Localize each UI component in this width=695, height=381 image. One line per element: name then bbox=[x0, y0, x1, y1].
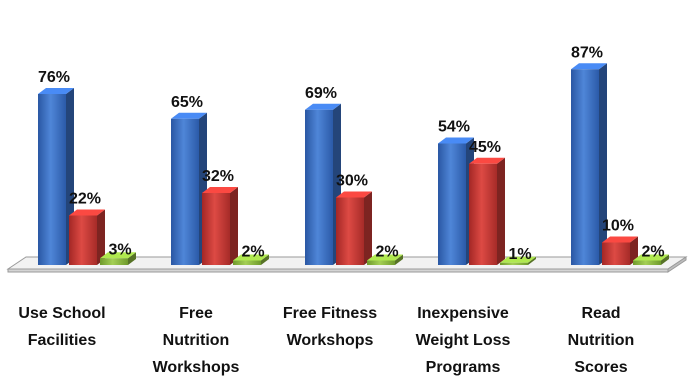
bar-side bbox=[497, 157, 505, 265]
bar-front bbox=[336, 197, 364, 265]
bar-s2-c2 bbox=[367, 254, 403, 265]
bar-s2-c3 bbox=[500, 256, 536, 265]
value-label-s0-c2: 69% bbox=[305, 85, 337, 102]
bar-s0-c0 bbox=[38, 88, 74, 265]
category-label-4: Read Nutrition Scores bbox=[537, 300, 665, 381]
bar-side bbox=[630, 236, 638, 265]
category-label-line: Read bbox=[581, 305, 621, 322]
bar-top bbox=[336, 191, 372, 198]
bar-s0-c1 bbox=[171, 112, 207, 265]
bar-top bbox=[171, 112, 207, 119]
bar-top bbox=[202, 187, 238, 193]
bar-s0-c2 bbox=[305, 103, 341, 265]
value-label-s1-c2: 30% bbox=[336, 173, 368, 190]
bar-top bbox=[38, 88, 74, 94]
bar-side bbox=[97, 209, 105, 265]
bar-top bbox=[100, 252, 136, 259]
value-label-s2-c2: 2% bbox=[375, 244, 398, 261]
bar-top bbox=[69, 209, 105, 216]
category-label-line: Facilities bbox=[27, 332, 97, 349]
category-label-1: Free Nutrition Workshops bbox=[132, 300, 260, 381]
bar-front bbox=[38, 94, 66, 265]
bar-top bbox=[500, 256, 536, 263]
bar-side bbox=[528, 256, 536, 265]
bar-top bbox=[571, 63, 607, 70]
value-label-s2-c0: 3% bbox=[108, 241, 131, 258]
value-label-s1-c4: 10% bbox=[602, 218, 634, 235]
bar-side bbox=[395, 254, 403, 265]
bar-top bbox=[305, 103, 341, 110]
value-label-s2-c4: 2% bbox=[641, 244, 664, 261]
category-label-line: Nutrition bbox=[567, 332, 635, 349]
value-label-s2-c3: 1% bbox=[508, 246, 531, 263]
bar-front bbox=[233, 260, 261, 265]
bar-front bbox=[171, 118, 199, 265]
bar-front bbox=[305, 109, 333, 265]
bar-side bbox=[230, 187, 238, 265]
bar-front bbox=[367, 260, 395, 265]
bar-s2-c4 bbox=[633, 254, 669, 265]
category-label-line: Programs bbox=[425, 359, 501, 376]
bar-s2-c1 bbox=[233, 254, 269, 265]
bar-s1-c3 bbox=[469, 157, 505, 265]
value-label-s2-c1: 2% bbox=[241, 244, 264, 261]
bar-side bbox=[261, 254, 269, 265]
floor-front bbox=[7, 268, 669, 273]
category-label-line: Workshops bbox=[152, 359, 240, 376]
bar-side bbox=[364, 191, 372, 265]
data-labels: 76% 22% 3% 65% 32% 2% 69% 30% 2% 54% 45% 1% 87% 10% 2% bbox=[38, 44, 665, 263]
category-label-0: Use School Facilities bbox=[0, 300, 126, 354]
bar-s2-c0 bbox=[100, 252, 136, 265]
bar-front bbox=[438, 143, 466, 265]
bar-top bbox=[233, 254, 269, 261]
value-label-s1-c0: 22% bbox=[69, 191, 101, 208]
bar-front bbox=[500, 262, 528, 265]
category-label-line: Inexpensive bbox=[417, 305, 509, 322]
bar-s1-c1 bbox=[202, 187, 238, 265]
bar-front bbox=[69, 215, 97, 265]
bar-top bbox=[469, 157, 505, 164]
bar-front bbox=[100, 258, 128, 265]
bar-s1-c2 bbox=[336, 191, 372, 265]
category-label-2: Free Fitness Workshops bbox=[266, 300, 394, 354]
bar-s1-c0 bbox=[69, 209, 105, 265]
bar-top bbox=[602, 236, 638, 243]
value-label-s0-c1: 65% bbox=[171, 94, 203, 111]
bar-s0-c4 bbox=[571, 63, 607, 265]
category-label-line: Nutrition bbox=[162, 332, 230, 349]
bar-front bbox=[469, 163, 497, 265]
category-label-3: Inexpensive Weight Loss Programs bbox=[399, 300, 527, 381]
value-label-s0-c0: 76% bbox=[38, 69, 70, 86]
value-label-s1-c1: 32% bbox=[202, 168, 234, 185]
category-label-line: Free bbox=[179, 305, 213, 322]
bar-front bbox=[633, 260, 661, 265]
bar-s1-c4 bbox=[602, 236, 638, 265]
bar-top bbox=[633, 254, 669, 261]
category-label-line: Use School bbox=[18, 305, 106, 322]
bar-front bbox=[202, 193, 230, 265]
category-label-line: Weight Loss bbox=[415, 332, 511, 349]
bar-side bbox=[128, 252, 136, 265]
value-label-s0-c3: 54% bbox=[438, 119, 470, 136]
category-label-line: Scores bbox=[574, 359, 628, 376]
value-label-s1-c3: 45% bbox=[469, 139, 501, 156]
bar-front bbox=[571, 69, 599, 265]
category-label-line: Workshops bbox=[286, 332, 374, 349]
bar-side bbox=[661, 254, 669, 265]
bar-top bbox=[438, 137, 474, 144]
category-label-line: Free Fitness bbox=[282, 305, 378, 322]
floor-side bbox=[667, 256, 687, 273]
bar-front bbox=[602, 242, 630, 265]
bar-top bbox=[367, 254, 403, 261]
bars bbox=[38, 63, 669, 265]
value-label-s0-c4: 87% bbox=[571, 44, 603, 61]
bar-s0-c3 bbox=[438, 137, 474, 265]
bar-side bbox=[599, 63, 607, 265]
